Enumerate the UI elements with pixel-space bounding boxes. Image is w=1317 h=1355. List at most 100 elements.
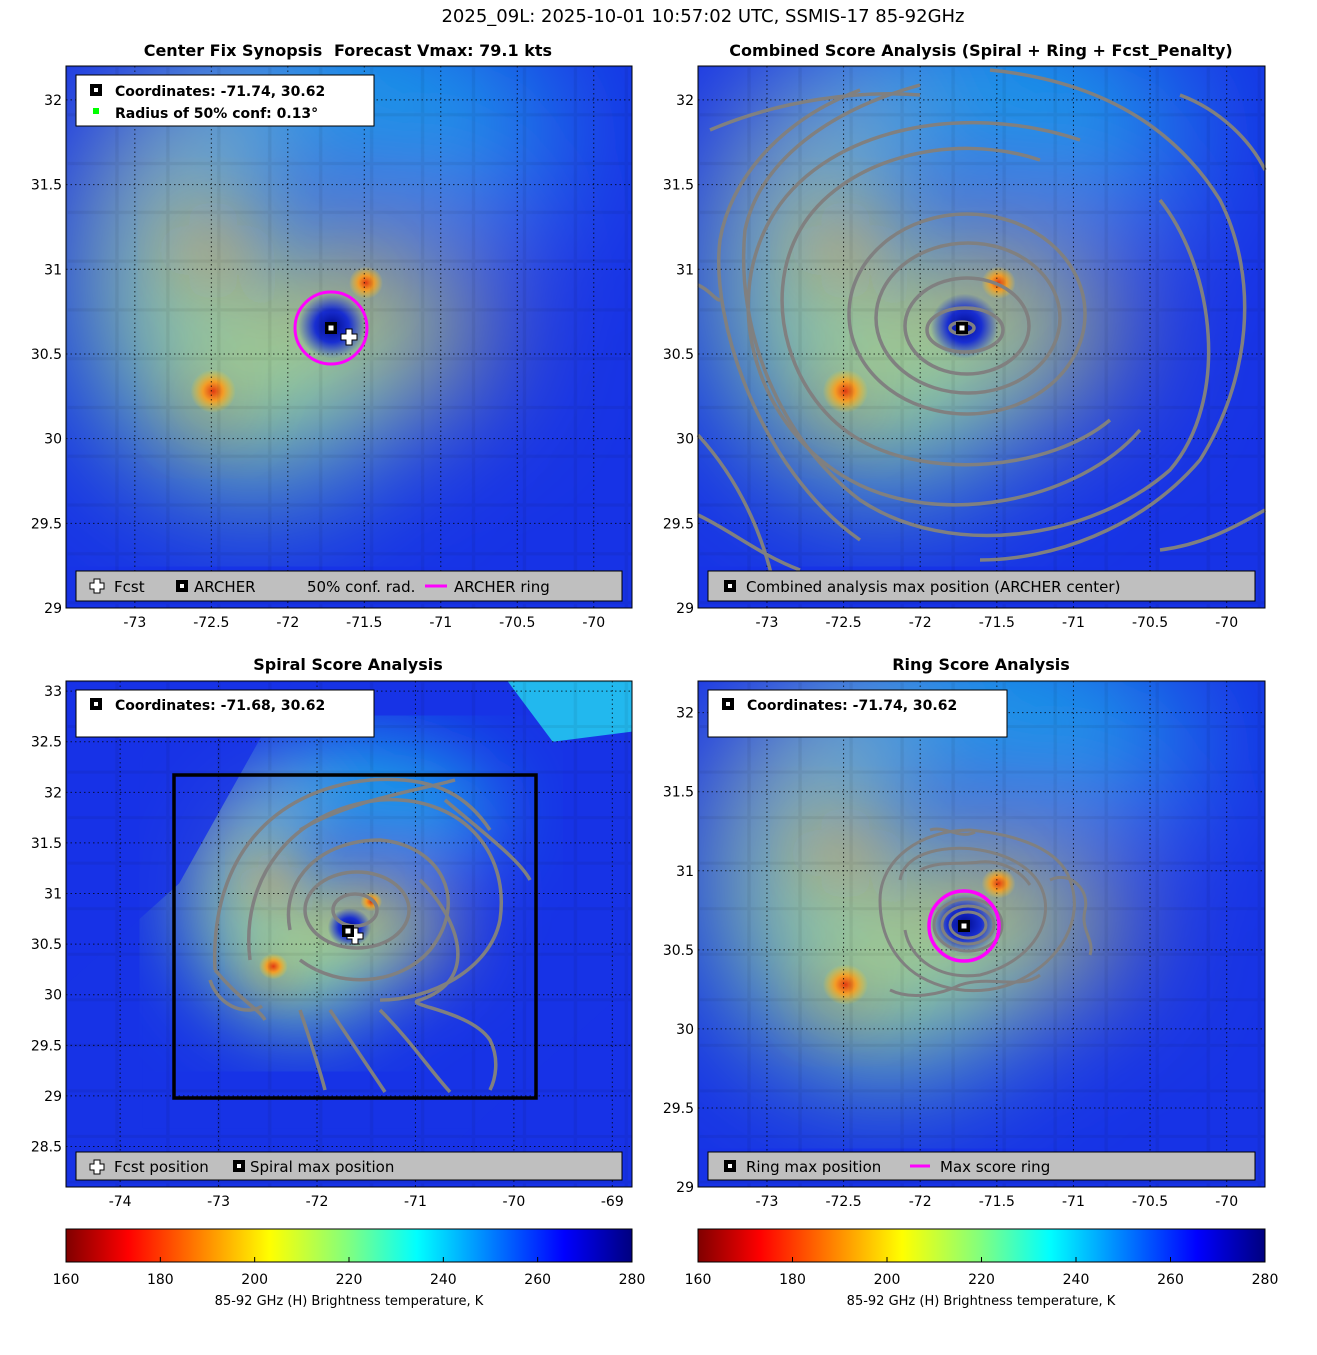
y-tick-label: 32	[44, 785, 62, 801]
ring-title: Ring Score Analysis	[892, 655, 1070, 674]
colorbar-left: 160 180 200 220 240 260 280 85-92 GHz (H) Brig…	[53, 1228, 646, 1309]
y-tick-label: 32	[44, 93, 62, 109]
colorbar-tick-label: 160	[53, 1272, 80, 1288]
y-tick-label: 29.5	[663, 516, 694, 532]
synopsis-conf-radius: Radius of 50% conf: 0.13°	[115, 106, 318, 122]
panel-ring: Ring Score Analysis Coordinates: -71.74,…	[663, 655, 1266, 1210]
ring-contour	[889, 973, 1041, 997]
ring-coords: Coordinates: -71.74, 30.62	[747, 698, 957, 714]
synopsis-legend-ring: ARCHER ring	[454, 578, 550, 596]
y-tick-label: 32	[676, 706, 694, 722]
x-tick-label: -70	[582, 615, 605, 631]
archer-ring	[293, 290, 369, 366]
spiral-coords: Coordinates: -71.68, 30.62	[115, 698, 325, 714]
x-tick-label: -70	[502, 1194, 525, 1210]
colorbar-tick-label: 240	[1063, 1272, 1090, 1288]
ring-contours	[878, 827, 1093, 997]
combined-contour	[874, 241, 1062, 395]
x-tick-label: -71	[404, 1194, 427, 1210]
spiral-ticks: -74 -73 -72 -71 -70 -69 28.5 29 29.5 30 30.5 31 31.5…	[31, 684, 624, 1210]
spiral-contour	[303, 870, 411, 950]
ring-contour	[940, 904, 996, 946]
archer-center-marker	[325, 322, 337, 334]
x-tick-label: -71	[429, 615, 452, 631]
spiral-contour	[247, 798, 503, 1002]
x-tick-label: -72.5	[193, 615, 229, 631]
y-tick-label: 31.5	[663, 785, 694, 801]
x-tick-label: -71.5	[346, 615, 382, 631]
x-tick-label: -72	[909, 615, 932, 631]
y-tick-label: 33	[44, 684, 62, 700]
y-tick-label: 29.5	[31, 516, 62, 532]
y-tick-label: 31.5	[663, 178, 694, 194]
combined-contour	[847, 212, 1087, 416]
ring-contour	[932, 897, 1004, 953]
x-tick-label: -70.5	[1132, 1194, 1168, 1210]
spiral-legend-fcst: Fcst position	[114, 1158, 209, 1176]
spiral-contour	[328, 1009, 387, 1093]
y-tick-label: 32	[676, 93, 694, 109]
spiral-contour	[213, 777, 492, 971]
x-tick-label: -69	[601, 1194, 624, 1210]
spiral-legend-max: Spiral max position	[250, 1158, 394, 1176]
y-tick-label: 29	[676, 601, 694, 617]
y-tick-label: 30	[676, 432, 694, 448]
ring-contour	[929, 827, 976, 836]
x-tick-label: -72.5	[825, 615, 861, 631]
combined-contour	[780, 146, 1112, 467]
synopsis-coords: Coordinates: -71.74, 30.62	[115, 84, 325, 100]
ring-legend-ring: Max score ring	[940, 1158, 1050, 1176]
synopsis-info-box	[75, 74, 375, 127]
combined-ticks: -73 -72.5 -72 -71.5 -71 -70.5 -70 29 29.5 30 30.5 3…	[663, 93, 1238, 631]
colorbar-tick-label: 200	[874, 1272, 901, 1288]
y-tick-label: 31.5	[31, 836, 62, 852]
spiral-contour	[415, 878, 498, 1091]
colorbar-tick-label: 220	[968, 1272, 995, 1288]
y-tick-label: 31	[676, 864, 694, 880]
fcst-legend-icon	[89, 578, 105, 594]
synopsis-legend-archer: ARCHER	[194, 578, 256, 596]
x-tick-label: -72.5	[825, 1194, 861, 1210]
colorbar-tick-label: 280	[619, 1272, 646, 1288]
colorbar-label: 85-92 GHz (H) Brightness temperature, K	[847, 1294, 1116, 1309]
synopsis-legend	[75, 570, 623, 602]
ring-info-box	[707, 689, 1008, 738]
colorbar-tick-label: 160	[685, 1272, 712, 1288]
ring-contour	[948, 910, 988, 940]
combined-contour	[1159, 508, 1266, 552]
y-tick-label: 28.5	[31, 1140, 62, 1156]
ring-legend-max: Ring max position	[746, 1158, 881, 1176]
x-tick-label: -72	[306, 1194, 329, 1210]
y-tick-label: 30	[676, 1022, 694, 1038]
colorbar-tick-label: 260	[1157, 1272, 1184, 1288]
spiral-title: Spiral Score Analysis	[253, 655, 443, 674]
combined-contour	[717, 88, 862, 542]
combined-legend-max: Combined analysis max position (ARCHER c…	[746, 578, 1120, 596]
x-tick-label: -73	[123, 615, 146, 631]
y-tick-label: 31	[44, 262, 62, 278]
x-tick-label: -73	[756, 1194, 779, 1210]
y-tick-label: 29	[44, 1089, 62, 1105]
colorbar-tick-label: 260	[524, 1272, 551, 1288]
spiral-contour	[286, 838, 450, 982]
synopsis-title-left: Center Fix Synopsis	[144, 41, 323, 60]
x-tick-label: -70.5	[1132, 615, 1168, 631]
x-tick-label: -71	[1062, 1194, 1085, 1210]
spiral-contour	[331, 892, 379, 928]
y-tick-label: 30.5	[663, 943, 694, 959]
y-tick-label: 29.5	[663, 1101, 694, 1117]
combined-title: Combined Score Analysis (Spiral + Ring +…	[729, 41, 1232, 60]
fcst-position-legend-icon	[89, 1159, 105, 1175]
colorbar-tick-label: 240	[430, 1272, 457, 1288]
spiral-max-marker	[342, 925, 354, 937]
combined-contour	[709, 92, 921, 132]
synopsis-legend-conf: 50% conf. rad.	[307, 578, 415, 596]
combined-contour	[903, 276, 1031, 376]
x-tick-label: -72	[909, 1194, 932, 1210]
x-tick-label: -71	[1062, 615, 1085, 631]
y-tick-label: 31	[44, 887, 62, 903]
x-tick-label: -70	[1215, 615, 1238, 631]
synopsis-grid	[66, 66, 632, 609]
y-tick-label: 31.5	[31, 178, 62, 194]
colorbar-tick-label: 200	[241, 1272, 268, 1288]
